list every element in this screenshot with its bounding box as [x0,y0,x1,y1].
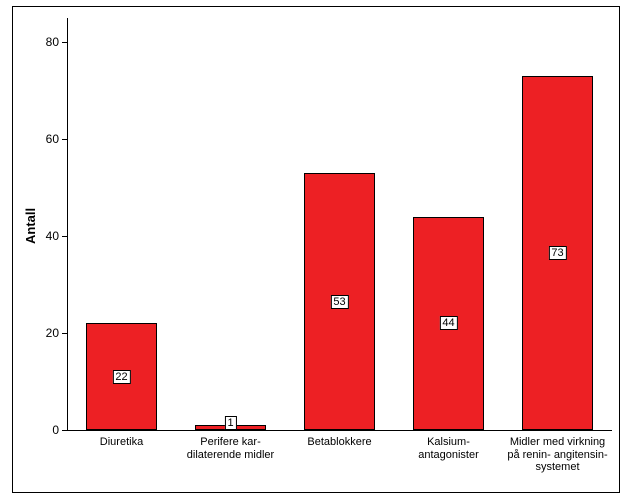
bar-value-label: 73 [548,246,566,260]
bar-chart: 0 20 40 60 80 22 Diuretika 1 Perifere kar-dilate… [0,0,629,504]
y-tick-label: 0 [37,423,59,437]
y-tick-label: 40 [37,229,59,243]
y-tick-label: 20 [37,326,59,340]
bar-value-label: 44 [439,316,457,330]
bar-value-label: 22 [112,370,130,384]
y-axis-title: Antall [23,208,38,244]
bar-value-label: 53 [330,295,348,309]
x-tick-label: Betablokkere [285,436,395,449]
x-tick-label: Midler med virkningpå renin- angitensin-… [503,436,613,474]
x-tick-label: Perifere kar-dilaterende midler [176,436,286,461]
y-tick-label: 60 [37,132,59,146]
y-tick-label: 80 [37,35,59,49]
x-tick-label: Diuretika [67,436,177,449]
x-tick-label: Kalsium-antagonister [394,436,504,461]
bar-value-label: 1 [224,416,236,430]
